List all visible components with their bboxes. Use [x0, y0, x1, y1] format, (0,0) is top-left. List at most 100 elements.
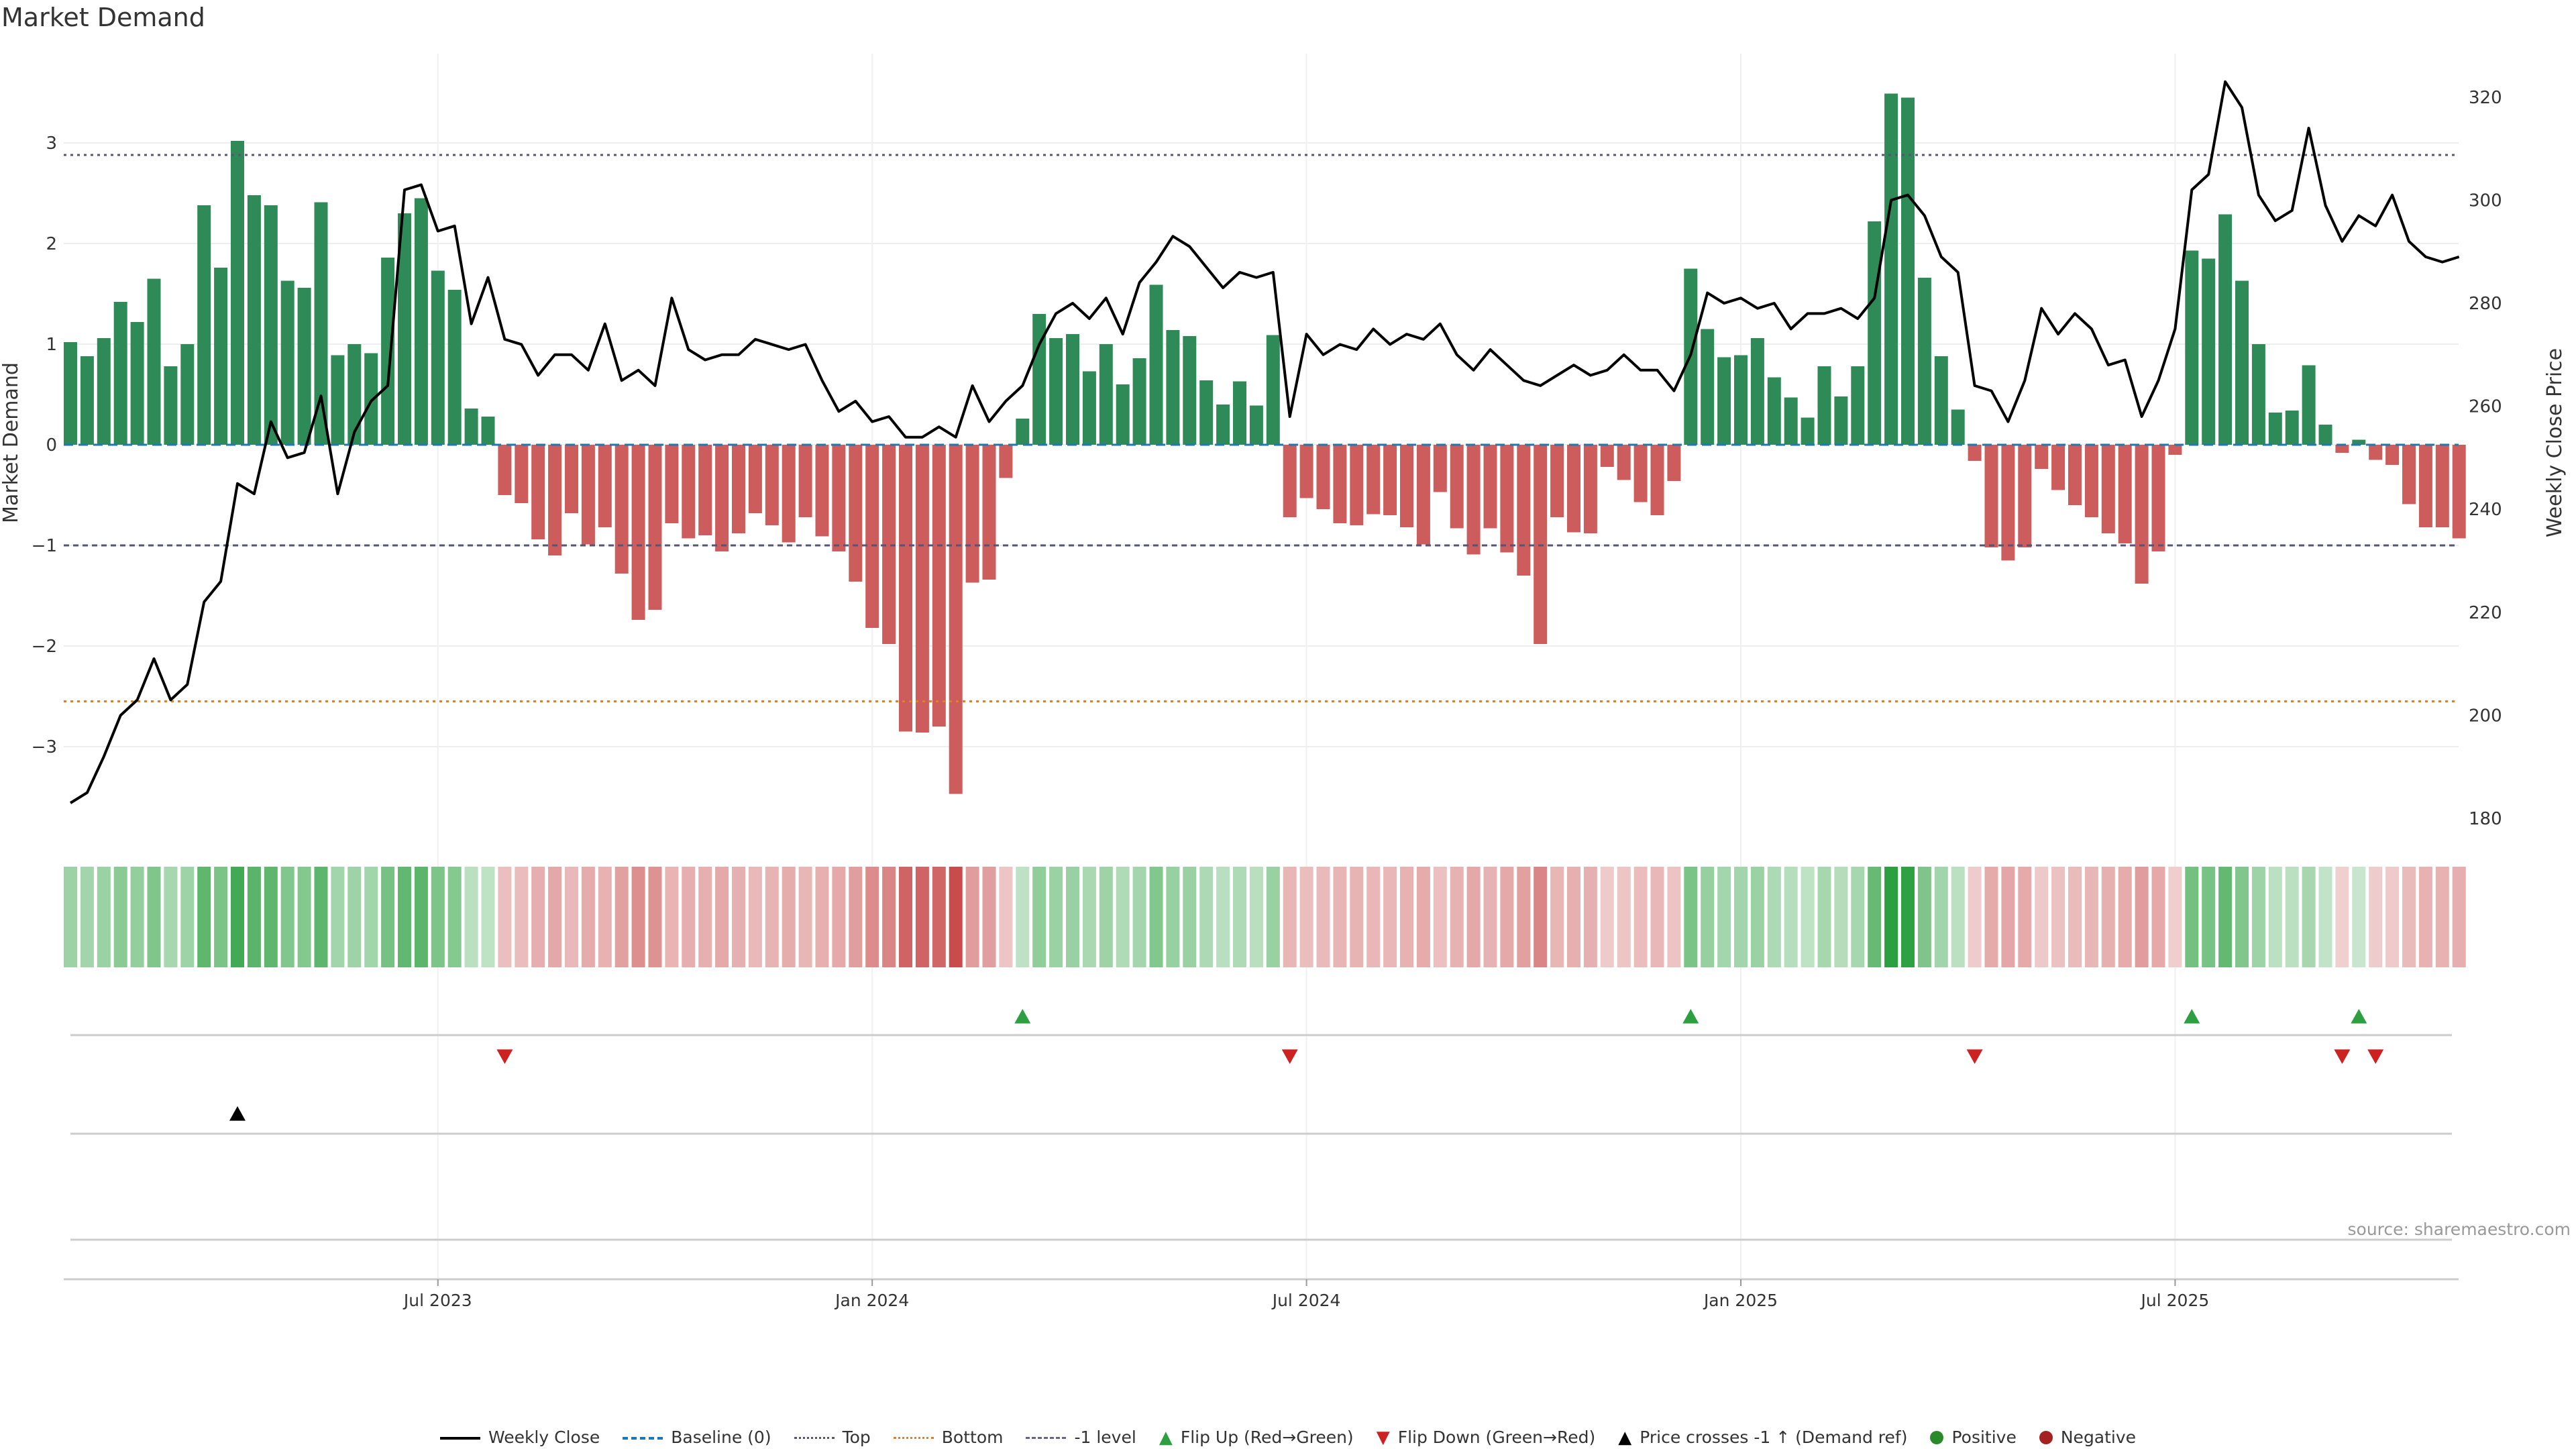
heat-cell — [982, 867, 996, 967]
heat-cell — [2435, 867, 2449, 967]
legend-item: Top — [794, 1428, 871, 1447]
demand-bar — [130, 322, 144, 445]
demand-bar — [1734, 355, 1748, 445]
heat-cell — [2452, 867, 2466, 967]
demand-bar — [2051, 445, 2065, 490]
demand-bar — [414, 198, 428, 445]
demand-bar — [2218, 214, 2233, 445]
heat-cell — [515, 867, 529, 967]
demand-bar — [1884, 93, 1898, 445]
weekly-close-line — [69, 80, 2460, 804]
heat-cell — [297, 867, 311, 967]
demand-bar — [1049, 338, 1063, 445]
demand-bar — [1066, 334, 1079, 445]
y-tick-label: 0 — [46, 435, 57, 455]
legend-line-swatch — [794, 1430, 835, 1445]
heat-cell — [1500, 867, 1514, 967]
demand-bar — [999, 445, 1013, 478]
demand-bar — [1333, 445, 1347, 523]
demand-bar — [1600, 445, 1614, 467]
demand-bar — [1968, 445, 1982, 461]
heat-cell — [1717, 867, 1731, 967]
legend-label: -1 level — [1074, 1428, 1136, 1447]
legend-label: Top — [842, 1428, 871, 1447]
demand-bar — [398, 213, 411, 445]
heat-cell — [581, 867, 595, 967]
demand-bar — [431, 270, 445, 445]
y-tick-label: −3 — [32, 737, 57, 757]
demand-bar — [1851, 366, 1865, 445]
heat-cell — [682, 867, 696, 967]
legend-item: -1 level — [1026, 1428, 1136, 1447]
heat-cell — [1400, 867, 1413, 967]
demand-bar — [1951, 409, 1965, 445]
demand-bar — [1633, 445, 1648, 502]
demand-bar — [949, 445, 963, 794]
heat-cell — [2402, 867, 2416, 967]
demand-bar — [147, 278, 161, 445]
heat-cell — [464, 867, 478, 967]
heat-cell — [2168, 867, 2182, 967]
heat-cell — [949, 867, 963, 967]
demand-bar — [464, 409, 478, 445]
demand-bar — [2001, 445, 2015, 561]
demand-bar — [1717, 357, 1731, 445]
demand-bar — [915, 445, 929, 733]
demand-bar — [2101, 445, 2115, 533]
y-tick-label: 3 — [46, 133, 57, 154]
heat-cell — [865, 867, 879, 967]
demand-bar — [2452, 445, 2466, 539]
legend-label: Negative — [2060, 1428, 2137, 1447]
dot-icon — [2039, 1430, 2053, 1444]
legend-item: ▼ Flip Down (Green→Red) — [1377, 1428, 1596, 1447]
y2-tick-label: 180 — [2469, 809, 2502, 829]
demand-bar — [1233, 381, 1246, 445]
heat-cell — [1901, 867, 1915, 967]
demand-bar — [1567, 445, 1580, 533]
heat-cell — [1968, 867, 1982, 967]
heat-cell — [798, 867, 812, 967]
heat-cell — [2418, 867, 2432, 967]
legend-label: Bottom — [941, 1428, 1004, 1447]
heat-cell — [1066, 867, 1079, 967]
heat-cell — [214, 867, 228, 967]
demand-bar — [2285, 411, 2299, 445]
x-axis: Jul 2023 Jan 2024 Jul 2024 Jan 2025 Jul 2025 — [64, 1278, 2459, 1310]
demand-bar — [865, 445, 879, 628]
heat-cell — [1817, 867, 1831, 967]
heat-cell — [548, 867, 562, 967]
demand-bar — [1366, 445, 1381, 515]
heat-cell — [849, 867, 863, 967]
heat-cell — [2235, 867, 2249, 967]
heat-cell — [531, 867, 545, 967]
heat-cell — [1132, 867, 1146, 967]
y2-tick-label: 240 — [2469, 500, 2502, 520]
x-tick-label: Jan 2025 — [1703, 1291, 1778, 1310]
heat-cell — [1583, 867, 1597, 967]
demand-bar — [899, 445, 912, 732]
heat-cell — [2268, 867, 2282, 967]
heat-cell — [264, 867, 278, 967]
triangle-down-icon: ▼ — [1376, 1427, 1390, 1448]
heat-cell — [782, 867, 796, 967]
heat-cell — [164, 867, 178, 967]
demand-bar — [1834, 396, 1848, 445]
heat-cell — [1834, 867, 1848, 967]
demand-bar — [1984, 445, 1998, 547]
price-cross-marker — [229, 1106, 246, 1121]
demand-bar — [2084, 445, 2098, 517]
demand-bar — [1917, 278, 1931, 445]
demand-bar — [498, 445, 512, 495]
y2-tick-label: 280 — [2469, 294, 2502, 314]
heat-cell — [999, 867, 1013, 967]
demand-bar — [447, 290, 462, 445]
demand-bar — [2402, 445, 2416, 504]
demand-bar — [314, 202, 328, 445]
demand-bar — [80, 356, 94, 445]
demand-bar — [798, 445, 812, 517]
demand-bar — [748, 445, 762, 513]
demand-bar — [2335, 445, 2349, 453]
heat-cell — [2051, 867, 2065, 967]
flip-down-marker — [496, 1049, 513, 1064]
flip-down-marker — [2367, 1049, 2384, 1064]
